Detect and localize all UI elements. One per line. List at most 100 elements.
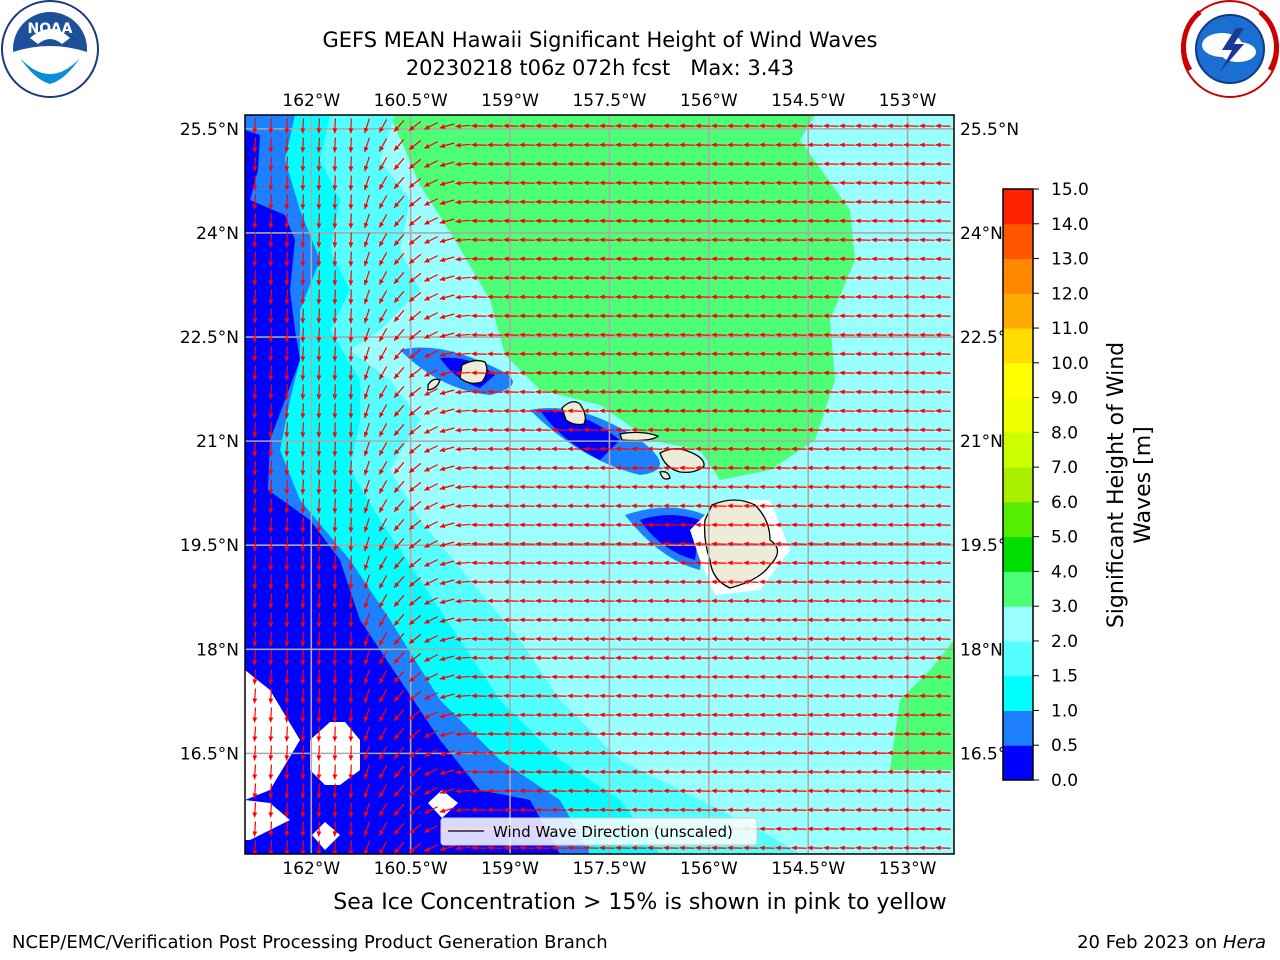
date-stamp: 20 Feb 2023 on Hera <box>1077 932 1266 953</box>
wind-arrow <box>855 769 871 775</box>
wind-arrow <box>727 712 743 718</box>
wind-arrow <box>599 180 615 186</box>
wind-arrow <box>759 332 775 338</box>
lon-tick-label: 156°W <box>680 91 738 111</box>
colorbar-segment <box>1003 745 1033 781</box>
wind-arrow <box>439 446 455 453</box>
wind-arrow <box>935 294 951 300</box>
wind-arrow <box>839 788 855 794</box>
wind-arrow <box>647 408 663 414</box>
wind-arrow <box>711 256 727 262</box>
wind-arrow <box>887 180 903 186</box>
wind-arrow <box>471 161 487 167</box>
wind-arrow <box>903 142 919 148</box>
wind-arrow <box>300 707 306 723</box>
wind-arrow <box>471 465 487 471</box>
wind-arrow <box>393 556 405 570</box>
wind-arrow <box>647 560 663 566</box>
wind-arrow <box>647 769 663 775</box>
wind-arrow <box>503 693 519 699</box>
wind-arrow <box>615 522 631 528</box>
wind-arrow <box>727 427 743 433</box>
wind-arrow <box>268 650 274 666</box>
wind-arrow <box>519 370 535 376</box>
wind-arrow <box>599 256 615 262</box>
wind-arrow <box>855 712 871 718</box>
wind-arrow <box>551 845 567 851</box>
wind-arrow <box>935 845 951 851</box>
wind-arrow <box>503 123 519 129</box>
wind-arrow <box>471 636 487 642</box>
wind-arrow <box>855 199 871 205</box>
wind-arrow <box>839 579 855 585</box>
lat-tick-label-left: 22.5°N <box>180 328 239 348</box>
wind-arrow <box>695 636 711 642</box>
wind-arrow <box>363 346 370 362</box>
wind-arrow <box>615 389 631 395</box>
wind-arrow <box>567 237 583 243</box>
wind-arrow <box>535 256 551 262</box>
wind-arrow <box>631 598 647 604</box>
wind-arrow <box>348 574 354 590</box>
wind-arrow <box>615 807 631 813</box>
wind-arrow <box>599 503 615 509</box>
chart-title: GEFS MEAN Hawaii Significant Height of W… <box>322 28 878 52</box>
wind-arrow <box>887 199 903 205</box>
wind-arrow <box>615 769 631 775</box>
wind-arrow <box>363 460 370 476</box>
wind-arrow <box>503 237 519 243</box>
wind-arrow <box>647 579 663 585</box>
wind-arrow <box>519 408 535 414</box>
wind-arrow <box>439 427 455 434</box>
wind-arrow <box>599 161 615 167</box>
wind-arrow <box>487 332 503 338</box>
wind-arrow <box>807 351 823 357</box>
wind-arrow <box>871 788 887 794</box>
wind-arrow <box>503 484 519 490</box>
wind-arrow <box>363 403 370 419</box>
wind-arrow <box>823 408 839 414</box>
wind-arrow <box>535 275 551 281</box>
wind-arrow <box>519 180 535 186</box>
wind-arrow <box>424 179 438 187</box>
wind-arrow <box>887 446 903 452</box>
wind-arrow <box>935 617 951 623</box>
wind-arrow <box>316 707 322 723</box>
wind-arrow <box>839 351 855 357</box>
wind-arrow <box>871 237 887 243</box>
wind-arrow <box>316 194 322 210</box>
wind-arrow <box>679 351 695 357</box>
wind-arrow <box>316 346 322 362</box>
wind-arrow <box>487 579 503 585</box>
wind-arrow <box>439 180 455 187</box>
colorbar-tick-label: 11.0 <box>1051 319 1089 339</box>
wind-arrow <box>252 498 258 514</box>
wind-arrow <box>455 294 471 300</box>
wind-arrow <box>378 195 388 209</box>
wind-arrow <box>919 465 935 471</box>
wind-arrow <box>791 389 807 395</box>
wind-arrow <box>455 769 471 775</box>
wind-arrow <box>583 655 599 661</box>
wind-arrow <box>455 560 471 566</box>
wind-arrow <box>583 123 599 129</box>
wind-arrow <box>363 232 370 248</box>
wind-arrow <box>487 218 503 224</box>
wind-arrow <box>759 446 775 452</box>
wind-arrow <box>424 844 438 852</box>
wind-arrow <box>583 617 599 623</box>
wind-arrow <box>268 612 274 628</box>
wind-arrow <box>615 237 631 243</box>
wind-arrow <box>268 745 274 761</box>
wind-arrow <box>887 674 903 680</box>
wind-arrow <box>424 274 438 282</box>
wind-arrow <box>300 384 306 400</box>
wind-arrow <box>455 351 471 357</box>
wind-arrow <box>743 313 759 319</box>
wind-arrow <box>363 194 370 210</box>
wind-arrow <box>519 503 535 509</box>
wind-arrow <box>791 655 807 661</box>
wind-arrow <box>424 122 438 130</box>
wind-arrow <box>791 693 807 699</box>
wind-arrow <box>378 385 388 399</box>
